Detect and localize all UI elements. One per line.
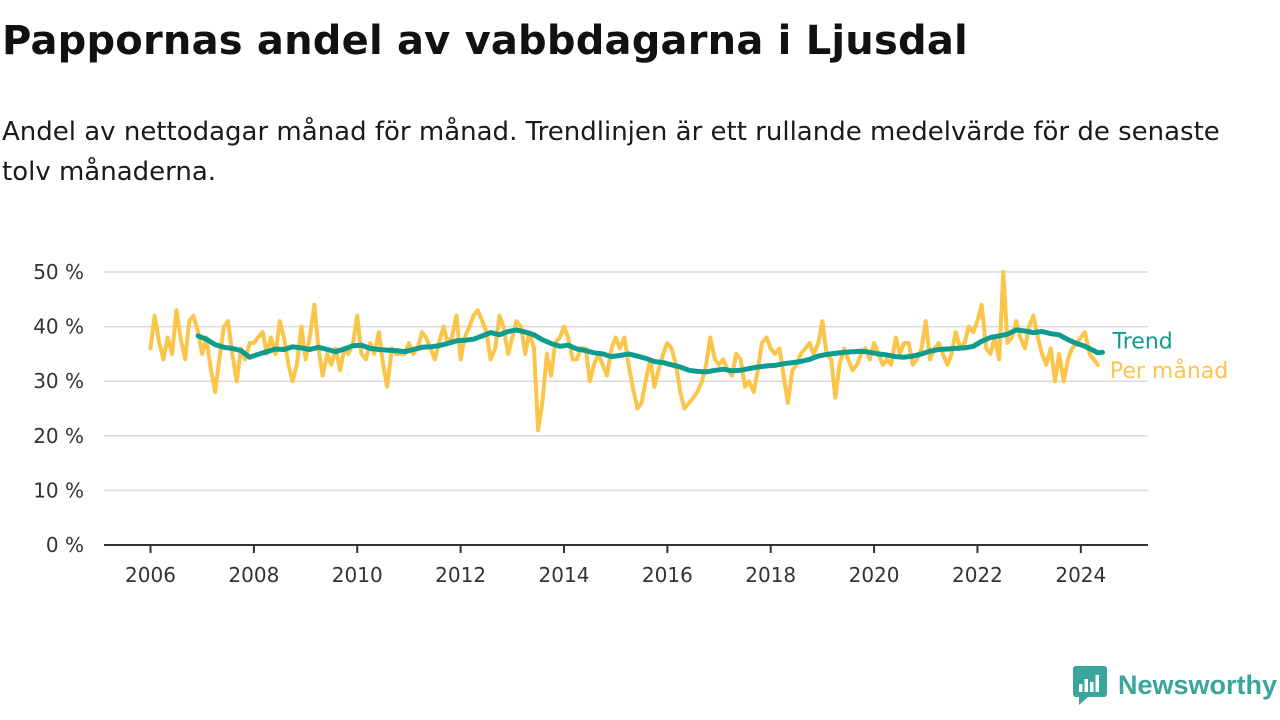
newsworthy-logo-icon <box>1073 666 1107 705</box>
series-line-trend <box>195 327 1105 375</box>
chart-subtitle: Andel av nettodagar månad för månad. Tre… <box>2 117 1220 187</box>
x-axis: 2006 2008 2010 2012 2014 2016 2018 2020 2022 2024 <box>104 544 1148 587</box>
chart-title: Pappornas andel av vabbdagarna i Ljusdal <box>2 18 968 64</box>
x-tick-label: 2006 <box>125 563 176 587</box>
x-tick-label: 2008 <box>228 563 279 587</box>
x-tick-label: 2018 <box>745 563 796 587</box>
x-tick-label: 2020 <box>849 563 900 587</box>
series-label-trend: Trend <box>1112 329 1173 354</box>
x-tick-label: 2016 <box>642 563 693 587</box>
y-tick-label: 0 % <box>46 533 84 557</box>
series-label-monthly: Per månad <box>1110 358 1228 384</box>
series-labels: Trend Per månad <box>1110 329 1228 384</box>
x-tick-label: 2014 <box>539 563 590 587</box>
y-tick-label: 20 % <box>33 424 84 448</box>
newsworthy-logo: Newsworthy <box>1072 664 1277 706</box>
y-axis-labels: 0 % 10 % 20 % 30 % 40 % 50 % <box>33 260 84 557</box>
series-line-monthly <box>148 270 1100 433</box>
x-tick-label: 2012 <box>435 563 486 587</box>
newsworthy-logo-text: Newsworthy <box>1118 669 1278 700</box>
gridlines <box>104 271 1148 492</box>
y-tick-label: 30 % <box>33 369 84 393</box>
series-layer <box>148 270 1105 433</box>
x-tick-label: 2010 <box>332 563 383 587</box>
y-tick-label: 40 % <box>33 315 84 339</box>
x-tick-label: 2022 <box>952 563 1003 587</box>
y-tick-label: 10 % <box>33 478 84 502</box>
x-tick-label: 2024 <box>1055 563 1106 587</box>
y-tick-label: 50 % <box>33 260 84 284</box>
